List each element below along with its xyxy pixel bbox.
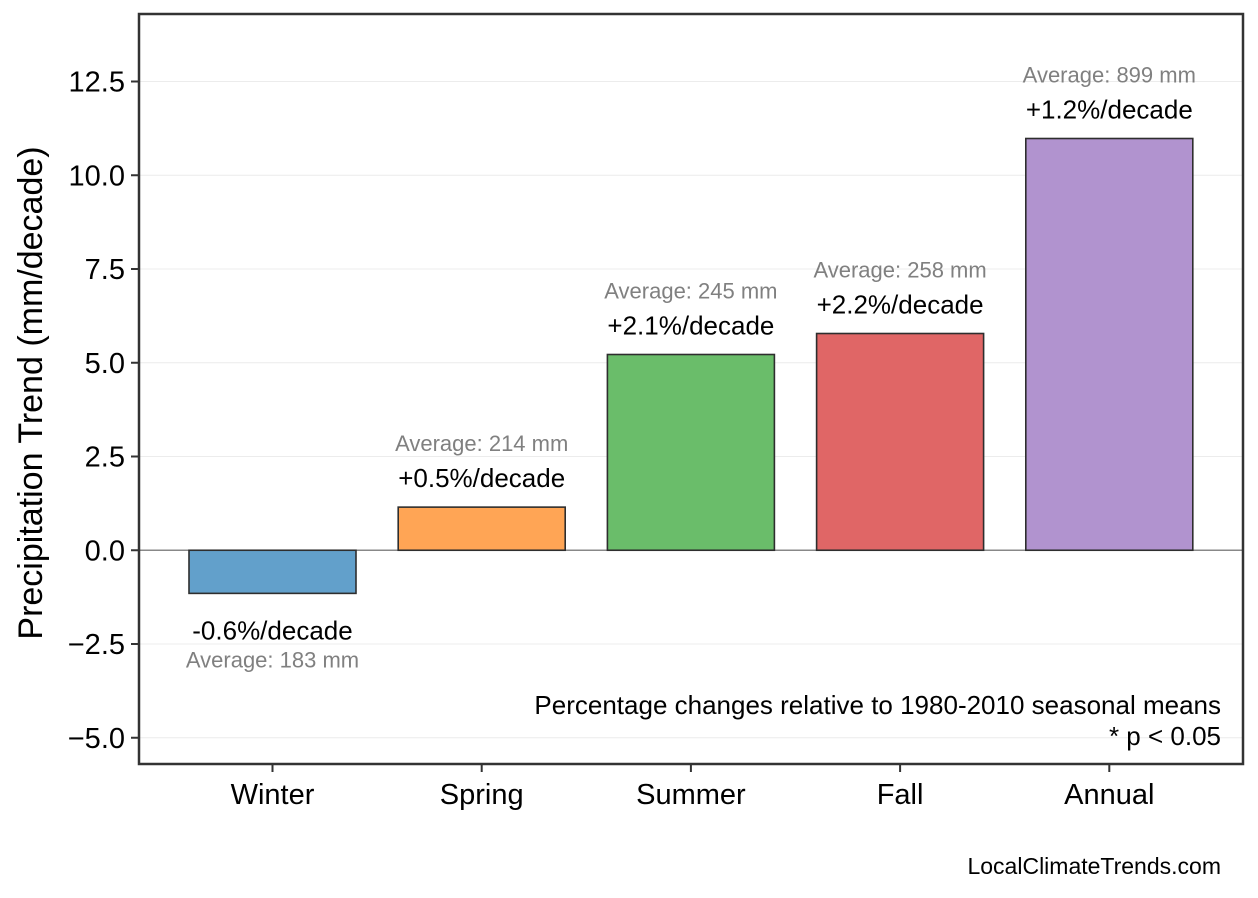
x-tick-label: Summer bbox=[636, 779, 746, 811]
average-label: Average: 183 mm bbox=[186, 647, 359, 672]
y-tick-label: 5.0 bbox=[85, 348, 125, 380]
bar-annual bbox=[1025, 137, 1194, 552]
y-tick-label: 7.5 bbox=[85, 254, 125, 286]
pct-change-label: +2.2%/decade bbox=[817, 290, 984, 320]
average-label: Average: 245 mm bbox=[604, 279, 777, 304]
bar-winter bbox=[188, 549, 357, 595]
y-tick-label: 2.5 bbox=[85, 442, 125, 474]
pct-change-label: +1.2%/decade bbox=[1026, 95, 1193, 125]
x-tick-label: Annual bbox=[1064, 779, 1154, 811]
note-percentage-basis: Percentage changes relative to 1980-2010… bbox=[534, 690, 1221, 720]
y-axis-ticks: −5.0 −2.5 0.0 2.5 5.0 7.5 10.0 12.5 bbox=[68, 67, 139, 755]
bar-summer bbox=[606, 353, 776, 552]
note-significance: * p < 0.05 bbox=[1109, 721, 1221, 751]
average-label: Average: 899 mm bbox=[1023, 63, 1196, 88]
y-tick-label: 12.5 bbox=[69, 67, 125, 99]
x-tick-label: Spring bbox=[440, 779, 524, 811]
x-axis-ticks: Winter Spring Summer Fall Annual bbox=[231, 764, 1154, 811]
bars bbox=[188, 137, 1194, 595]
average-label: Average: 258 mm bbox=[813, 258, 986, 283]
source-credit: LocalClimateTrends.com bbox=[967, 853, 1221, 879]
x-tick-label: Fall bbox=[877, 779, 924, 811]
y-axis-label: Precipitation Trend (mm/decade) bbox=[12, 146, 50, 639]
average-label: Average: 214 mm bbox=[395, 431, 568, 456]
pct-change-label: -0.6%/decade bbox=[192, 615, 352, 645]
pct-change-label: +2.1%/decade bbox=[607, 311, 774, 341]
bar-spring bbox=[397, 506, 567, 552]
y-tick-label: −2.5 bbox=[68, 629, 125, 661]
y-tick-label: 10.0 bbox=[69, 160, 125, 192]
x-tick-label: Winter bbox=[231, 779, 315, 811]
y-tick-label: 0.0 bbox=[85, 535, 125, 567]
y-tick-label: −5.0 bbox=[68, 723, 125, 755]
pct-change-label: +0.5%/decade bbox=[398, 463, 565, 493]
bar-fall bbox=[815, 332, 985, 552]
